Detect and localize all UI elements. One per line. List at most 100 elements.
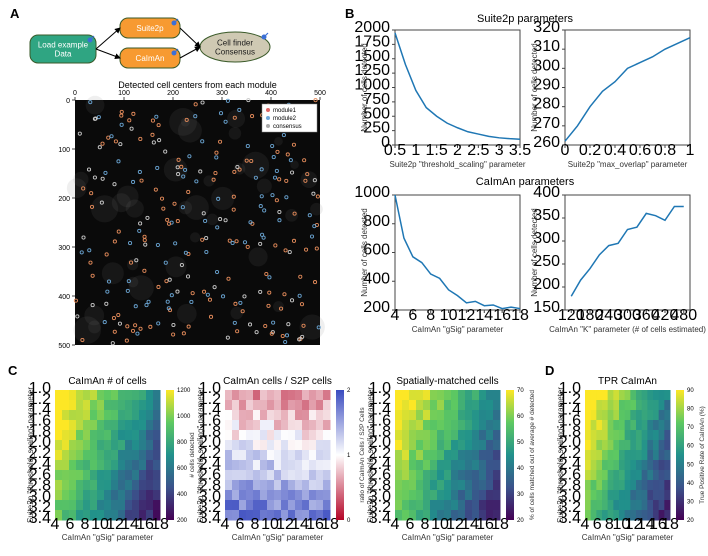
svg-text:50: 50 [687, 462, 694, 468]
svg-text:600: 600 [177, 466, 188, 472]
svg-text:2: 2 [347, 388, 351, 394]
svg-text:Number of cells detected: Number of cells detected [530, 43, 539, 132]
svg-text:CaImAn "gSig" parameter: CaImAn "gSig" parameter [232, 533, 324, 542]
svg-text:2000: 2000 [354, 19, 390, 36]
svg-text:6: 6 [236, 516, 245, 533]
svg-text:CaImAn cells / S2P cells: CaImAn cells / S2P cells [223, 376, 332, 387]
svg-text:CaImAn "gSig" parameter: CaImAn "gSig" parameter [582, 533, 674, 542]
svg-text:CaImAn "gSig" parameter: CaImAn "gSig" parameter [412, 325, 504, 334]
svg-text:6: 6 [406, 516, 415, 533]
svg-text:8: 8 [421, 516, 430, 533]
svg-text:800: 800 [177, 440, 188, 446]
svg-text:Data: Data [55, 50, 72, 59]
svg-text:200: 200 [167, 90, 179, 97]
svg-text:400: 400 [58, 294, 70, 301]
svg-text:6: 6 [593, 516, 602, 533]
svg-text:200: 200 [58, 196, 70, 203]
svg-text:60: 60 [687, 444, 694, 450]
svg-text:D: D [545, 363, 554, 378]
svg-text:70: 70 [687, 425, 694, 431]
svg-text:10: 10 [440, 307, 458, 324]
svg-text:Cell finder: Cell finder [217, 39, 253, 48]
svg-text:480: 480 [670, 307, 697, 324]
svg-text:TPR CaImAn: TPR CaImAn [598, 376, 657, 387]
svg-text:70: 70 [517, 388, 524, 394]
svg-text:ratio of CaImAn Cells / S2P Ce: ratio of CaImAn Cells / S2P Cells [359, 407, 366, 503]
svg-text:30: 30 [517, 492, 524, 498]
svg-text:Suite2p "threshold_scaling" pa: Suite2p "threshold_scaling" parameter [556, 387, 565, 523]
svg-text:400: 400 [265, 90, 277, 97]
svg-text:20: 20 [517, 518, 524, 524]
svg-text:2.5: 2.5 [467, 142, 489, 159]
svg-text:4: 4 [391, 516, 400, 533]
svg-text:module1: module1 [273, 108, 297, 114]
svg-text:Suite2p "threshold_scaling" pa: Suite2p "threshold_scaling" parameter [390, 160, 526, 169]
svg-text:1: 1 [347, 453, 351, 459]
svg-text:8: 8 [426, 307, 435, 324]
svg-text:40: 40 [687, 481, 694, 487]
svg-text:0: 0 [73, 90, 77, 97]
svg-text:CaImAn "gSig" parameter: CaImAn "gSig" parameter [402, 533, 494, 542]
svg-text:module2: module2 [273, 116, 297, 122]
svg-text:Detected cell centers from eac: Detected cell centers from each module [118, 80, 277, 90]
svg-text:CaImAn: CaImAn [136, 54, 165, 63]
svg-text:100: 100 [118, 90, 130, 97]
svg-text:1.5: 1.5 [426, 142, 448, 159]
svg-text:18: 18 [511, 307, 529, 324]
svg-text:200: 200 [363, 299, 390, 316]
svg-text:60: 60 [517, 414, 524, 420]
svg-text:0.2: 0.2 [579, 142, 601, 159]
figure-svg: A Load exampleData Suite2p CaImAn Cell finde… [0, 0, 708, 556]
svg-text:20: 20 [687, 518, 694, 524]
svg-text:Suite2p "max_overlap" paramete: Suite2p "max_overlap" parameter [568, 160, 688, 169]
svg-text:4: 4 [391, 307, 400, 324]
svg-text:12: 12 [458, 307, 476, 324]
svg-text:consensus: consensus [273, 124, 302, 130]
svg-text:90: 90 [687, 388, 694, 394]
svg-text:8: 8 [81, 516, 90, 533]
svg-text:300: 300 [216, 90, 228, 97]
svg-text:200: 200 [177, 518, 188, 524]
svg-text:0: 0 [561, 142, 570, 159]
svg-text:4: 4 [51, 516, 60, 533]
svg-text:A: A [10, 6, 20, 21]
svg-text:1000: 1000 [354, 184, 390, 201]
svg-text:% of cells matched out of aver: % of cells matched out of average # dete… [529, 390, 536, 520]
svg-text:Suite2p "threshold_scaling" pa: Suite2p "threshold_scaling" parameter [366, 387, 375, 523]
svg-text:CaImAn # of cells: CaImAn # of cells [68, 376, 146, 387]
svg-text:1200: 1200 [177, 388, 191, 394]
svg-text:8: 8 [251, 516, 260, 533]
svg-text:0: 0 [66, 98, 70, 105]
svg-text:0.4: 0.4 [604, 142, 626, 159]
svg-text:True Positive Rate of CaImAn (: True Positive Rate of CaImAn (%) [699, 406, 706, 504]
svg-text:Suite2p "threshold_scaling" pa: Suite2p "threshold_scaling" parameter [26, 387, 35, 523]
svg-text:4: 4 [221, 516, 230, 533]
svg-text:500: 500 [58, 343, 70, 350]
svg-text:6: 6 [408, 307, 417, 324]
svg-text:Number of cells detected: Number of cells detected [360, 43, 369, 132]
svg-text:CaImAn "K" parameter (# of cel: CaImAn "K" parameter (# of cells estimat… [549, 325, 706, 334]
svg-text:320: 320 [533, 19, 560, 36]
svg-text:B: B [345, 6, 354, 21]
svg-text:16: 16 [493, 307, 511, 324]
svg-text:Load example: Load example [38, 41, 89, 50]
svg-text:# cells detected: # cells detected [189, 432, 196, 478]
svg-text:C: C [8, 363, 18, 378]
svg-text:Suite2p "threshold_scaling" pa: Suite2p "threshold_scaling" parameter [196, 387, 205, 523]
svg-text:14: 14 [475, 307, 493, 324]
svg-text:40: 40 [517, 466, 524, 472]
svg-text:260: 260 [533, 134, 560, 151]
svg-text:50: 50 [517, 440, 524, 446]
svg-text:1: 1 [411, 142, 420, 159]
svg-text:300: 300 [58, 245, 70, 252]
svg-text:Suite2p: Suite2p [136, 24, 164, 33]
svg-text:400: 400 [177, 492, 188, 498]
svg-text:30: 30 [687, 499, 694, 505]
svg-text:2: 2 [453, 142, 462, 159]
svg-text:0.8: 0.8 [654, 142, 676, 159]
svg-text:0: 0 [347, 518, 351, 524]
svg-text:400: 400 [533, 184, 560, 201]
svg-text:6: 6 [66, 516, 75, 533]
svg-text:0.6: 0.6 [629, 142, 651, 159]
svg-text:80: 80 [687, 407, 694, 413]
